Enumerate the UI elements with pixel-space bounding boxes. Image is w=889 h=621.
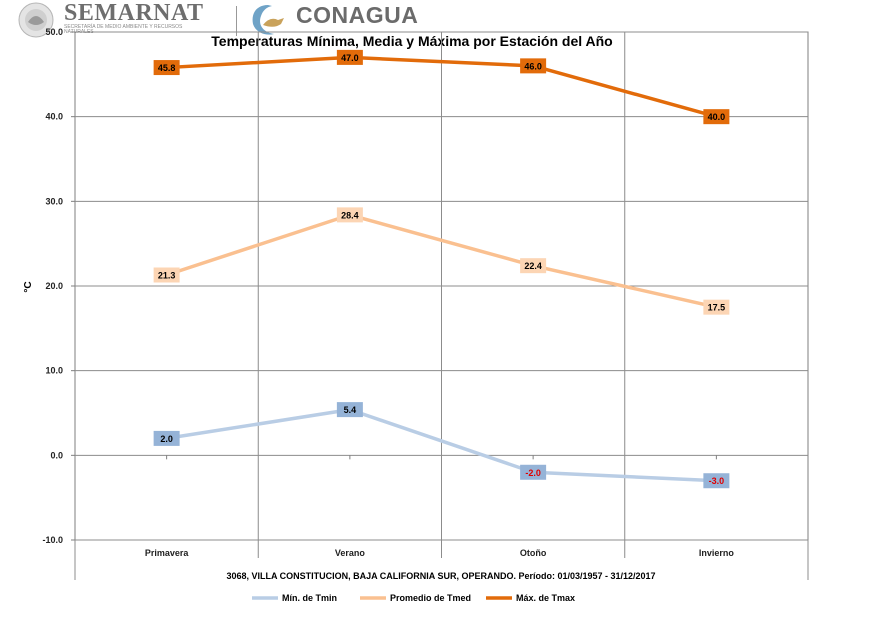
data-label-box [703, 299, 730, 315]
data-label: 28.4 [341, 210, 359, 220]
header: SEMARNAT SECRETARÍA DE MEDIO AMBIENTE Y … [0, 0, 889, 40]
data-label: -3.0 [709, 476, 725, 486]
data-label-box [520, 258, 547, 274]
x-tick-label: Verano [335, 548, 366, 558]
legend-label-2: Máx. de Tmax [516, 593, 575, 603]
x-tick-label: Invierno [699, 548, 735, 558]
y-tick-label: -10.0 [42, 535, 63, 545]
conagua-logo-text: CONAGUA [296, 2, 419, 28]
data-label-box [520, 464, 547, 480]
data-label-box [336, 402, 363, 418]
legend-label-1: Promedio de Tmed [390, 593, 471, 603]
data-label-box [153, 430, 180, 446]
y-tick-label: 30.0 [45, 196, 63, 206]
data-label: -2.0 [525, 468, 541, 478]
data-label-box [336, 49, 363, 65]
x-tick-label: Otoño [520, 548, 547, 558]
legend-label-0: Mín. de Tmin [282, 593, 337, 603]
data-label: 46.0 [524, 61, 542, 71]
data-label: 5.4 [344, 405, 357, 415]
data-label: 2.0 [160, 434, 173, 444]
data-label-box [153, 267, 180, 283]
conagua-logo-icon [252, 5, 284, 35]
y-tick-label: 50.0 [45, 27, 63, 37]
data-label: 21.3 [158, 270, 176, 280]
logo-divider [236, 6, 237, 36]
y-tick-label: 0.0 [50, 450, 63, 460]
chart-title: Temperaturas Mínima, Media y Máxima por … [211, 33, 612, 49]
data-label: 47.0 [341, 53, 359, 63]
data-label-box [703, 473, 730, 489]
y-axis-label: °C [23, 281, 34, 292]
data-label-box [336, 207, 363, 223]
y-tick-label: 10.0 [45, 366, 63, 376]
y-tick-label: 20.0 [45, 281, 63, 291]
series-line-0 [166, 407, 717, 483]
data-label: 17.5 [708, 303, 726, 313]
legend: Mín. de Tmin Promedio de Tmed Máx. de Tmax [252, 593, 575, 603]
data-label-box [520, 58, 547, 74]
chart-subtitle: 3068, VILLA CONSTITUCION, BAJA CALIFORNI… [226, 571, 655, 581]
data-label-box [703, 109, 730, 125]
data-label-box [153, 60, 180, 76]
series-line-2 [166, 55, 717, 119]
x-tick-label: Primavera [145, 548, 190, 558]
series-line-1 [166, 213, 717, 309]
y-tick-label: 40.0 [45, 112, 63, 122]
semarnat-logo-text: SEMARNAT [64, 0, 204, 26]
plot-area: 50.0 40.0 30.0 20.0 10.0 0.0 -10.0 Primavera Ver… [42, 27, 809, 580]
data-label: 45.8 [158, 63, 176, 73]
data-label: 40.0 [708, 112, 726, 122]
mexico-seal-icon [18, 2, 54, 38]
data-label: 22.4 [524, 261, 542, 271]
